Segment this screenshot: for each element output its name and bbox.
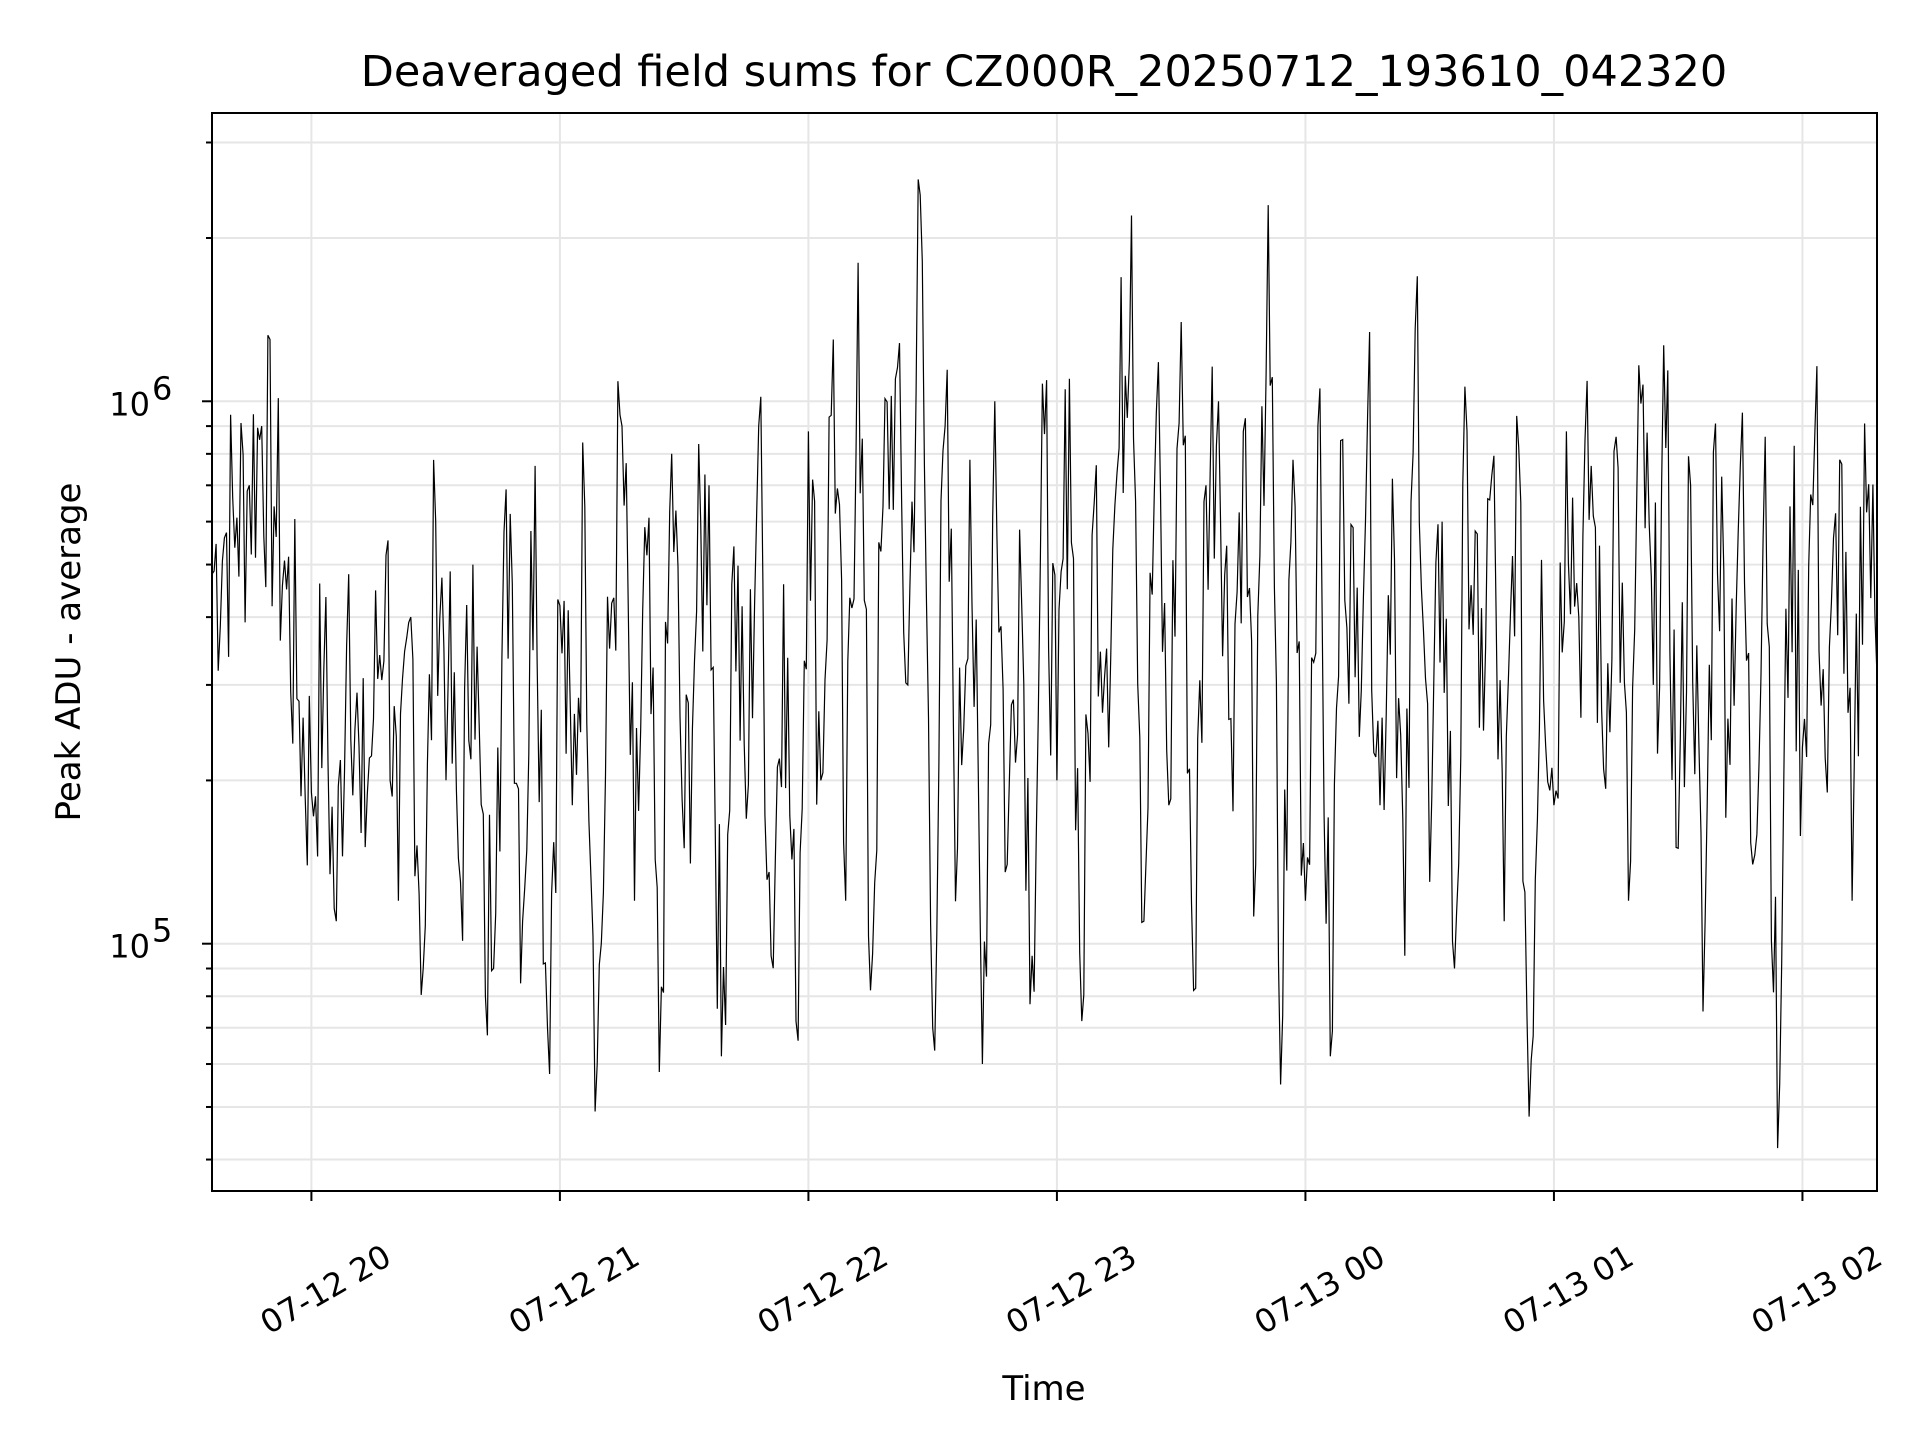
series-line <box>211 179 1878 1149</box>
x-axis-title: Time <box>1001 1369 1085 1409</box>
y-tick-label: 10 <box>109 928 150 966</box>
y-tick-label: 10 <box>109 385 150 423</box>
y-tick-exponent: 6 <box>152 369 172 407</box>
plot-area <box>211 179 1878 1149</box>
y-axis-title: Peak ADU - average <box>49 483 89 822</box>
y-tick-exponent: 5 <box>152 912 172 950</box>
axes-frame <box>211 112 1878 1192</box>
chart-title: Deaveraged field sums for CZ000R_2025071… <box>361 47 1728 97</box>
